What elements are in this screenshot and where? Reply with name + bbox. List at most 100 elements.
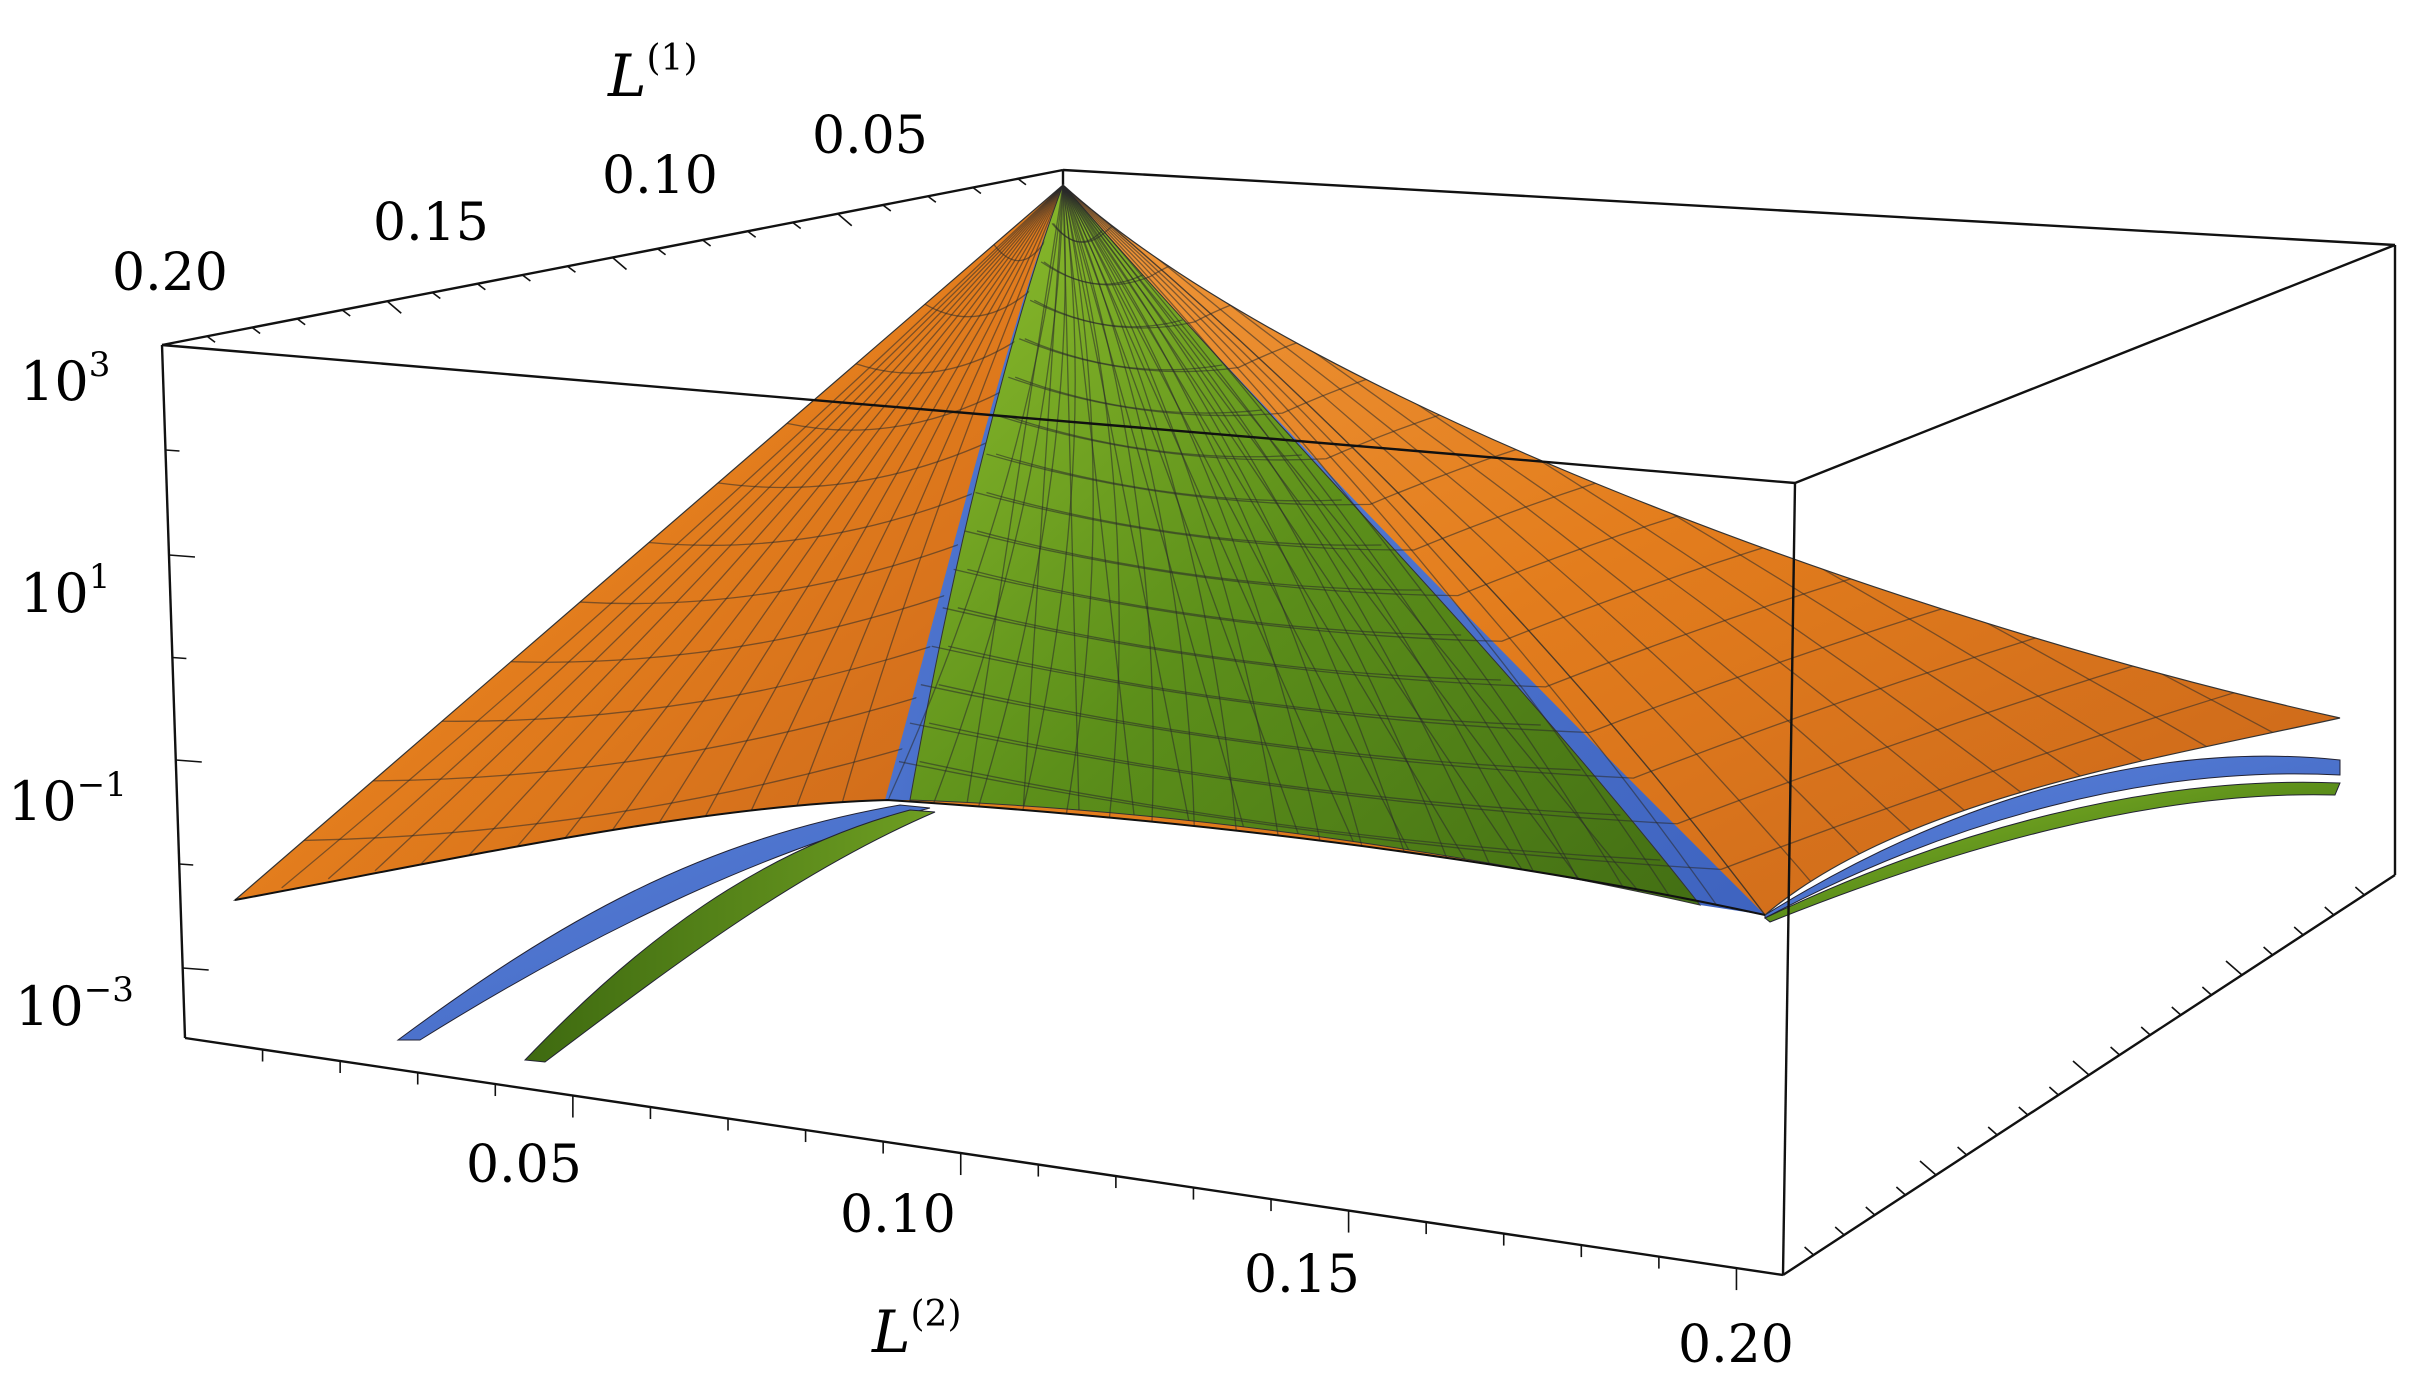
mesh-line — [607, 185, 1063, 837]
surface-lower-right-wings — [1764, 755, 2341, 923]
axis-tick — [182, 967, 209, 971]
z-tick-label-1: 101 — [20, 557, 110, 625]
axis-tick — [165, 449, 180, 452]
mesh-line — [1062, 185, 1588, 891]
mesh-line — [938, 684, 1581, 771]
mesh-line — [467, 185, 1063, 857]
axis-tick — [172, 656, 187, 660]
mesh-line — [1052, 223, 1104, 243]
mesh-line — [957, 607, 1501, 681]
mesh-line — [1062, 185, 1532, 883]
mesh-line — [1005, 415, 1302, 458]
mesh-line — [967, 568, 1462, 636]
y-axis-title: L(1) — [607, 38, 698, 110]
mesh-line — [840, 185, 1063, 806]
mesh-line — [1062, 185, 1328, 873]
axis-tick — [2225, 960, 2243, 976]
mesh-line — [924, 287, 1035, 318]
mesh-line — [1014, 376, 1263, 414]
mesh-line — [374, 185, 1063, 872]
axis-tick — [2293, 926, 2304, 936]
mesh-line — [1034, 299, 1183, 328]
axis-tick — [2201, 986, 2212, 996]
x-tick-label-1: 0.10 — [840, 1185, 956, 1245]
axis-tick — [611, 256, 628, 271]
mesh-line — [1062, 185, 1120, 840]
axis-tick — [386, 300, 402, 314]
axis-tick — [927, 195, 937, 203]
mesh-line — [1062, 185, 1722, 912]
mesh-line — [327, 185, 1063, 880]
z-tick-label-0: 103 — [20, 345, 110, 413]
axis-tick — [476, 283, 486, 291]
axis-tick — [2324, 906, 2335, 916]
y-tick-label-1: 0.10 — [602, 146, 718, 206]
mesh-line — [1062, 185, 1475, 876]
mesh-line — [942, 550, 1942, 688]
axis-tick — [251, 326, 261, 335]
mesh-line — [1062, 185, 1306, 853]
y-tick-label-2: 0.15 — [373, 193, 489, 253]
mesh-line — [1062, 185, 1284, 867]
axis-tick — [2140, 1026, 2151, 1036]
axis-ticks — [161, 178, 2365, 1291]
axis-tick — [566, 265, 576, 273]
y-tick-label-0: 0.05 — [812, 106, 928, 166]
mesh-line — [1062, 185, 1823, 896]
axis-tick — [175, 759, 202, 763]
axis-tick — [179, 863, 194, 866]
mesh-line — [909, 650, 2181, 825]
y-tick-label-3: 0.20 — [112, 243, 228, 303]
mesh-line — [931, 185, 1064, 809]
mesh-line — [372, 696, 918, 782]
mesh-line — [920, 617, 2101, 779]
axis-tick — [2354, 886, 2365, 896]
mesh-line — [1062, 185, 1547, 898]
axis-tick — [431, 291, 441, 300]
axis-tick — [837, 213, 853, 227]
mesh-line — [1062, 185, 1193, 838]
mesh-line — [747, 185, 1063, 818]
z-tick-label-2: 10−1 — [8, 765, 127, 833]
mesh-line — [1062, 185, 1766, 915]
mesh-line — [654, 185, 1063, 831]
mesh-line — [700, 185, 1063, 824]
mesh-line — [1043, 261, 1143, 285]
mesh-line — [794, 185, 1063, 812]
mesh-line — [855, 338, 1020, 374]
axis-tick — [972, 186, 982, 195]
mesh-line — [1062, 185, 1635, 905]
axis-tick — [2072, 1060, 2090, 1076]
axis-tick — [747, 230, 757, 238]
mesh-line — [931, 584, 2021, 734]
surface-bottom-edge — [234, 798, 1766, 916]
surface-mesh — [281, 185, 2340, 915]
axis-tick — [206, 335, 216, 343]
mesh-line — [1062, 185, 1371, 879]
mesh-line — [510, 594, 947, 663]
mesh-line — [441, 645, 932, 722]
axis-tick — [521, 274, 531, 282]
mesh-line — [1022, 185, 1064, 816]
mesh-line — [1062, 185, 1503, 893]
mesh-line — [986, 491, 1382, 546]
axis-tick — [2171, 1006, 2182, 1016]
x-tick-label-0: 0.05 — [466, 1135, 582, 1195]
x-axis-title: L(2) — [871, 1294, 962, 1366]
axis-tick — [792, 221, 802, 230]
axis-tick — [702, 239, 712, 247]
mesh-line — [953, 517, 1862, 642]
axis-tick — [2263, 946, 2274, 956]
mesh-line — [919, 760, 1661, 861]
mesh-line — [303, 748, 903, 842]
surface-blue-left-wing — [396, 804, 931, 1041]
surface-blue-right-wing — [1764, 755, 2341, 919]
mesh-line — [928, 722, 1621, 816]
x-tick-label-3: 0.20 — [1678, 1315, 1794, 1375]
mesh-line — [964, 484, 1782, 597]
x-tick-label-2: 0.15 — [1244, 1245, 1360, 1305]
axis-tick — [1865, 1206, 1876, 1216]
mesh-line — [786, 389, 1005, 431]
axis-tick — [161, 344, 189, 348]
